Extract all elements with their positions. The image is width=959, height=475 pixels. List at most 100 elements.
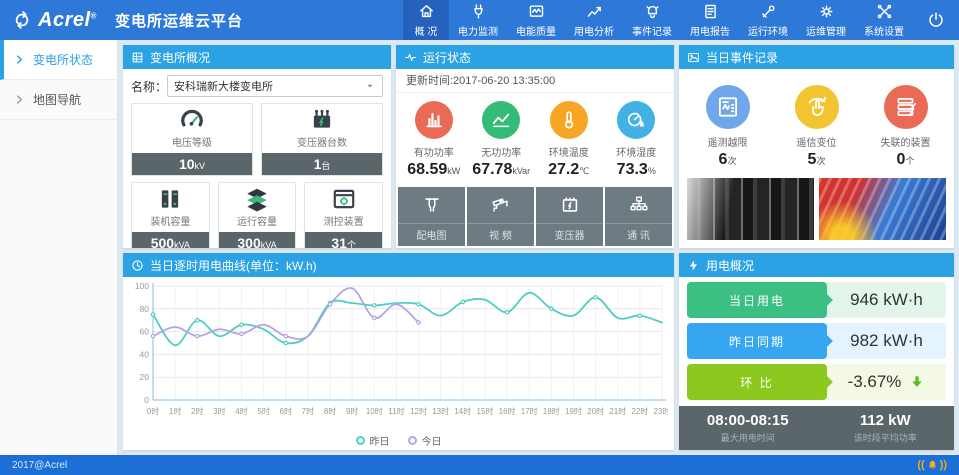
- svg-text:23时: 23时: [654, 406, 668, 416]
- chart-box-icon: [528, 3, 545, 20]
- doc-chart-icon: [715, 94, 741, 120]
- sidebar-item-map-navigation[interactable]: 地图导航: [0, 80, 117, 120]
- svg-text:8时: 8时: [324, 406, 336, 416]
- sidebar-item-substation-status[interactable]: 变电所状态: [0, 40, 117, 80]
- document-icon: [702, 3, 719, 20]
- stat-signal-change: 遥信变位 5次: [772, 85, 861, 172]
- usage-value: 946 kW·h: [850, 290, 923, 309]
- nav-power-quality[interactable]: 电能质量: [507, 0, 565, 40]
- card-monitoring-devices: 测控装置 31个: [304, 182, 383, 248]
- plug-icon: [470, 3, 487, 20]
- svg-text:40: 40: [140, 349, 150, 359]
- legend-marker: [355, 435, 365, 445]
- logout-button[interactable]: [913, 0, 959, 40]
- svg-text:100: 100: [135, 281, 149, 291]
- svg-text:10时: 10时: [366, 406, 383, 416]
- panel-event-records: 当日事件记录 遥测越限 6次 遥信变位 5次 失联的装置 0个: [679, 45, 954, 248]
- card-installed-capacity: 装机容量 500kVA: [131, 182, 210, 248]
- svg-text:20: 20: [140, 372, 150, 382]
- substation-select[interactable]: 安科瑞新大楼变电所: [167, 75, 383, 97]
- trend-icon: [586, 3, 603, 20]
- usage-row-today: 当日用电 946 kW·h: [687, 282, 946, 318]
- alarm-notification-button[interactable]: (()): [917, 459, 947, 472]
- transformer-button[interactable]: 变压器: [536, 187, 603, 246]
- panel-title: 运行状态: [423, 50, 472, 65]
- stat-active-power: 有功功率 68.59kW: [400, 101, 468, 181]
- svg-text:22时: 22时: [631, 406, 648, 416]
- nav-power-monitoring[interactable]: 电力监测: [449, 0, 507, 40]
- humidity-gauge-icon: [625, 109, 647, 131]
- svg-text:21时: 21时: [609, 406, 626, 416]
- svg-text:60: 60: [140, 327, 150, 337]
- svg-text:15时: 15时: [477, 406, 494, 416]
- communication-button[interactable]: 通 讯: [605, 187, 672, 246]
- nav-maintenance-management[interactable]: 运维管理: [797, 0, 855, 40]
- svg-text:20时: 20时: [587, 406, 604, 416]
- panel-header: 当日事件记录: [679, 45, 954, 69]
- chart-canvas: 0 20 40 60 80 100 0时 1时 2时 3时 4时 5时 6时 7时 8时 9时 10时 11时 12…: [135, 281, 671, 416]
- usage-label-bubble: 昨日同期: [687, 323, 827, 359]
- copyright: 2017@Acrel: [12, 459, 68, 471]
- card-running-capacity: 运行容量 300kVA: [217, 182, 297, 248]
- down-arrow-icon: [909, 374, 925, 390]
- svg-text:0: 0: [144, 395, 149, 405]
- svg-text:0时: 0时: [147, 406, 159, 416]
- svg-text:11时: 11时: [388, 406, 404, 416]
- registered-mark: ®: [90, 10, 97, 20]
- panel-header: 变电所概况: [123, 45, 391, 69]
- usage-row-ratio: 环 比 -3.67%: [687, 364, 946, 400]
- hand-gesture-icon: [804, 94, 830, 120]
- chevron-right-icon: [14, 54, 25, 65]
- nav-operating-environment[interactable]: 运行环境: [739, 0, 797, 40]
- svg-text:4时: 4时: [235, 406, 247, 416]
- name-label: 名称：: [131, 79, 168, 94]
- stat-reactive-power: 无功功率 67.78kVar: [468, 101, 536, 181]
- svg-text:1时: 1时: [169, 406, 181, 416]
- panel-header: 用电概况: [679, 253, 954, 277]
- battery-bolt-icon: [559, 194, 581, 216]
- main-content: 变电所概况 名称： 安科瑞新大楼变电所 电压等级 10kV: [118, 40, 959, 455]
- caret-down-icon: [364, 80, 376, 92]
- bell-icon: [926, 459, 939, 472]
- card-voltage-level: 电压等级 10kV: [131, 103, 253, 176]
- svg-text:19时: 19时: [565, 406, 582, 416]
- nav-system-settings[interactable]: 系统设置: [855, 0, 913, 40]
- nav-event-records[interactable]: 事件记录: [623, 0, 681, 40]
- stat-ambient-temperature: 环境温度 27.2℃: [535, 101, 603, 181]
- svg-text:14时: 14时: [454, 406, 471, 416]
- main-nav: 概 况 电力监测 电能质量 用电分析 事件记录 用电报告 运行环境 运维管理 系…: [403, 0, 959, 40]
- app-title: 变电所运维云平台: [114, 12, 243, 30]
- usage-label-bubble: 当日用电: [687, 282, 827, 318]
- svg-text:17时: 17时: [521, 406, 538, 416]
- average-power: 112 kW 该时段平均功率: [853, 412, 917, 443]
- update-time: 更新时间:2017-06-20 13:35:00: [396, 69, 674, 93]
- distribution-diagram-button[interactable]: 配电图: [398, 187, 465, 246]
- panel-header: 当日逐时用电曲线(单位：kW.h): [123, 253, 674, 277]
- thermometer-icon: [558, 109, 580, 131]
- cctv-camera-icon: [490, 194, 512, 216]
- gear-icon: [818, 3, 835, 20]
- brand: Acrel® 变电所运维云平台: [0, 0, 243, 40]
- usage-value: -3.67%: [827, 372, 946, 392]
- card-transformer-count: 变压器台数 1台: [261, 103, 383, 176]
- histogram-icon: [423, 109, 445, 131]
- acrel-logo-icon: [12, 10, 32, 30]
- panel-title: 用电概况: [706, 258, 755, 273]
- panel-title: 当日事件记录: [706, 50, 779, 65]
- bolt-icon: [687, 259, 700, 272]
- nav-usage-analysis[interactable]: 用电分析: [565, 0, 623, 40]
- wrench-icon: [760, 3, 777, 20]
- line-chart: 0 20 40 60 80 100 0时 1时 2时 3时 4时 5时 6时 7时 8时 9时 10时 11时 12…: [123, 277, 674, 430]
- legend-item[interactable]: 今日: [407, 433, 442, 448]
- clock-icon: [131, 259, 144, 272]
- network-cables-photo: [819, 178, 946, 240]
- logo-text: Acrel®: [38, 8, 97, 31]
- usage-label-bubble: 环 比: [687, 364, 827, 400]
- legend-item[interactable]: 昨日: [355, 433, 390, 448]
- chart-legend: 昨日 今日: [123, 430, 674, 450]
- alarm-bell-icon: [644, 3, 661, 20]
- nav-usage-report[interactable]: 用电报告: [681, 0, 739, 40]
- video-button[interactable]: 视 频: [467, 187, 534, 246]
- nav-overview[interactable]: 概 况: [403, 0, 449, 40]
- circuit-icon: [421, 194, 443, 216]
